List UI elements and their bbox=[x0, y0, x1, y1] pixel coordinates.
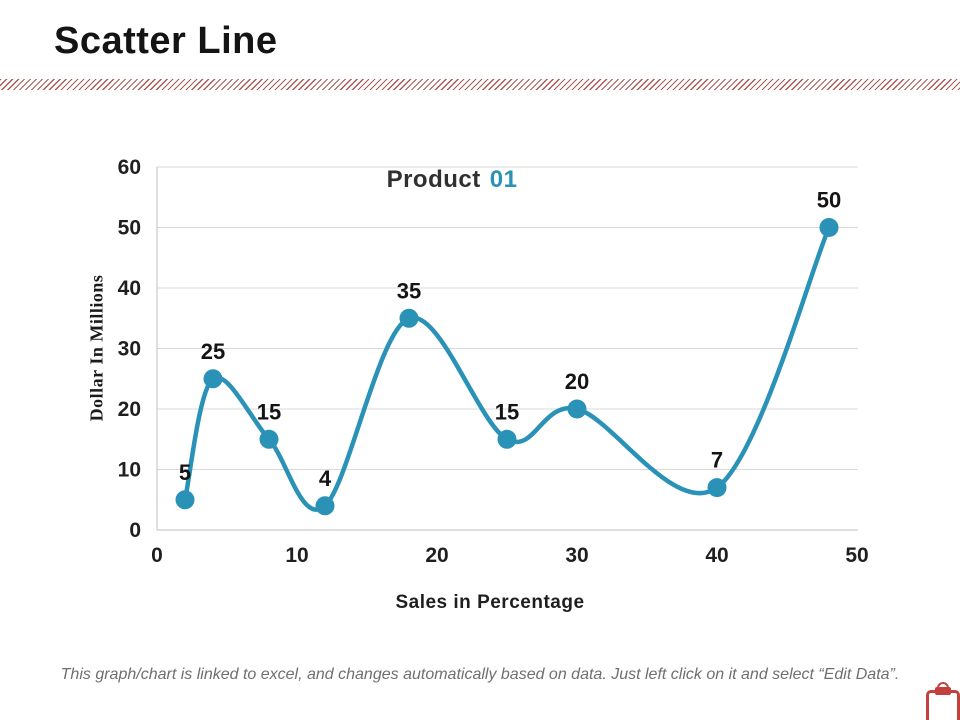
x-tick-label: 0 bbox=[151, 544, 163, 567]
y-tick-label: 40 bbox=[118, 277, 141, 300]
y-axis-title: Dollar In Millions bbox=[86, 274, 107, 422]
y-tick-label: 30 bbox=[118, 338, 141, 361]
page-title: Scatter Line bbox=[54, 20, 278, 62]
chart-title-text: Product bbox=[386, 166, 481, 193]
data-point-marker bbox=[259, 429, 279, 449]
x-tick-label: 30 bbox=[565, 544, 588, 567]
y-tick-label: 10 bbox=[118, 459, 141, 482]
y-tick-label: 60 bbox=[118, 156, 141, 179]
data-point-label: 4 bbox=[319, 466, 332, 491]
y-tick-label: 20 bbox=[118, 398, 141, 421]
chart-title: Product 01 bbox=[387, 166, 518, 194]
x-tick-label: 20 bbox=[425, 544, 448, 567]
data-point-label: 35 bbox=[397, 278, 421, 303]
footer-note: This graph/chart is linked to excel, and… bbox=[60, 666, 900, 683]
data-point-marker bbox=[315, 496, 335, 516]
data-point-label: 5 bbox=[179, 460, 191, 485]
data-point-marker bbox=[497, 429, 517, 449]
data-point-marker bbox=[203, 369, 223, 389]
data-point-marker bbox=[707, 478, 727, 498]
y-tick-label: 0 bbox=[129, 519, 141, 542]
data-point-label: 7 bbox=[711, 448, 723, 473]
data-point-label: 20 bbox=[565, 369, 589, 394]
data-point-label: 50 bbox=[817, 188, 841, 213]
clipboard-clip-icon bbox=[935, 687, 951, 695]
scatter-line-chart[interactable]: Product 01 Dollar In Millions Sales in Pe… bbox=[60, 140, 905, 625]
hatch-divider bbox=[0, 79, 960, 90]
data-point-marker bbox=[819, 218, 839, 237]
data-point-label: 15 bbox=[495, 399, 519, 424]
x-tick-label: 40 bbox=[705, 544, 728, 567]
x-axis-title: Sales in Percentage bbox=[395, 592, 585, 613]
chart-title-accent: 01 bbox=[489, 166, 518, 193]
clipboard-icon[interactable] bbox=[926, 682, 960, 720]
data-point-label: 25 bbox=[201, 339, 225, 364]
x-tick-label: 50 bbox=[845, 544, 868, 567]
data-point-marker bbox=[567, 399, 587, 419]
data-point-marker bbox=[175, 490, 195, 510]
y-tick-label: 50 bbox=[118, 217, 141, 240]
series-line bbox=[182, 225, 832, 512]
data-point-label: 15 bbox=[257, 399, 281, 424]
data-point-marker bbox=[399, 308, 419, 328]
x-tick-label: 10 bbox=[285, 544, 308, 567]
